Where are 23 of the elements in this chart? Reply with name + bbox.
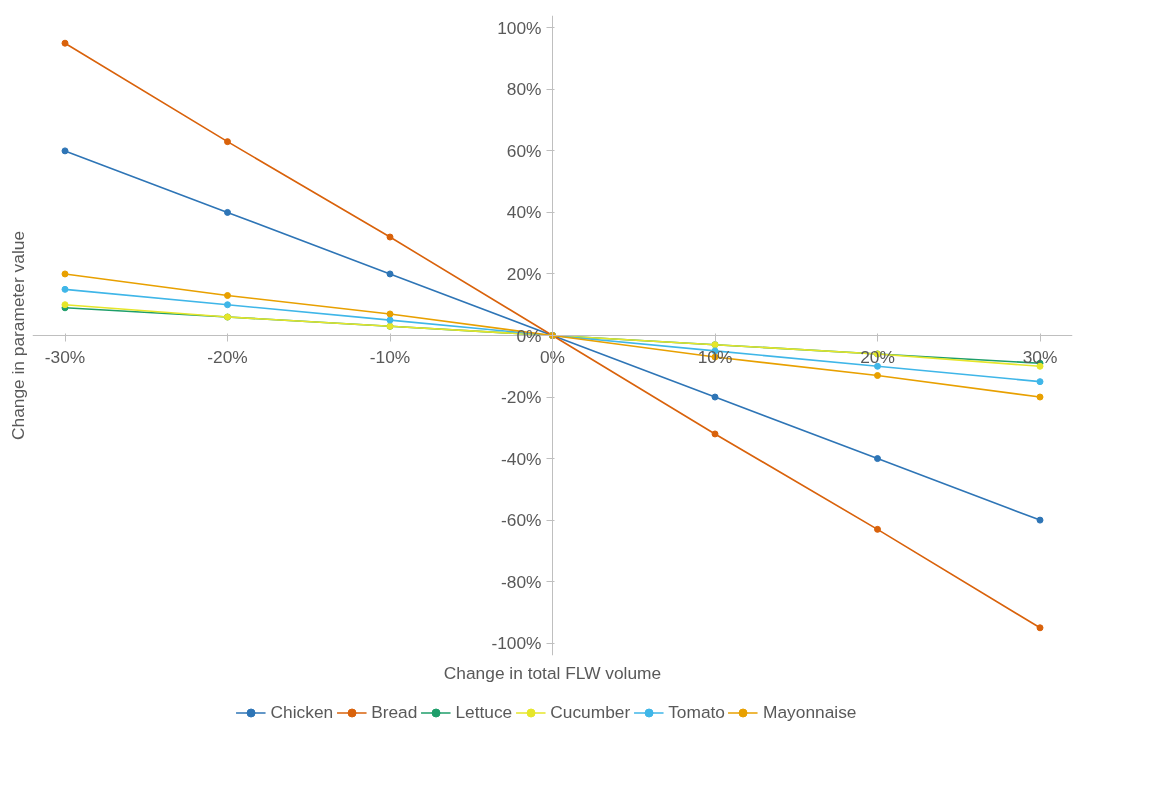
y-tick-label: 40% [506, 202, 542, 223]
x-axis-title: Change in total FLW volume [443, 662, 662, 683]
y-tick-label: 60% [506, 140, 542, 161]
legend-label: Tomato [668, 701, 726, 723]
legend-label: Chicken [270, 701, 334, 723]
x-tick-label: 30% [1022, 346, 1058, 367]
y-tick-label: -100% [491, 633, 542, 654]
y-tick-label: -40% [501, 448, 542, 469]
x-tick-label: -10% [369, 346, 411, 367]
legend-label: Lettuce [455, 701, 513, 723]
legend-label: Bread [371, 701, 418, 723]
y-tick-label: -20% [501, 387, 542, 408]
y-tick-label: 20% [506, 263, 542, 284]
y-tick-label: -60% [501, 510, 542, 531]
x-tick-label: -20% [207, 346, 248, 367]
x-tick-label: 0% [539, 346, 566, 367]
legend-label: Cucumber [550, 701, 631, 723]
y-tick-label: -80% [501, 571, 542, 592]
legend-label: Mayonnaise [763, 701, 857, 723]
y-tick-label: 100% [497, 17, 542, 38]
x-tick-label: -30% [44, 346, 86, 367]
y-axis-title: Change in parameter value [7, 230, 28, 441]
y-tick-label: 80% [506, 79, 542, 100]
